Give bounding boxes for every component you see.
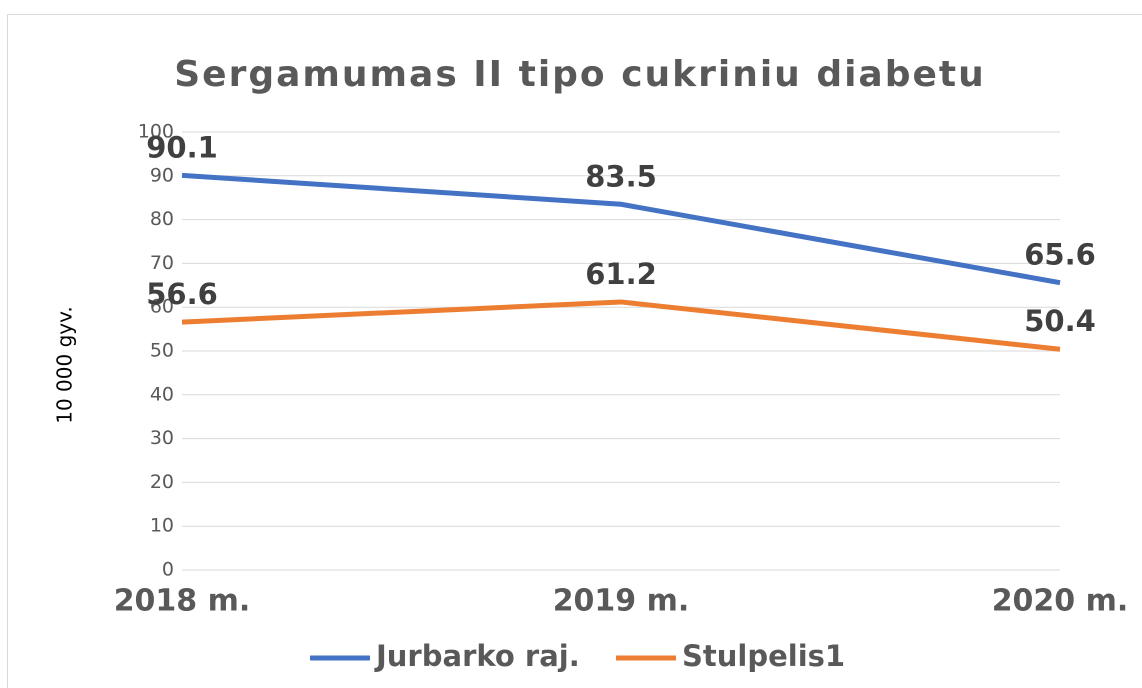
data-label: 56.6 — [146, 277, 218, 311]
y-axis-label: 10 000 gyv. — [53, 306, 77, 424]
data-label: 83.5 — [585, 159, 657, 193]
legend-label: Jurbarko raj. — [374, 639, 580, 673]
y-tick-label: 40 — [150, 383, 174, 405]
series-line — [181, 172, 1061, 286]
y-tick-label: 90 — [150, 164, 174, 186]
y-tick-label: 0 — [162, 559, 174, 581]
data-label: 90.1 — [146, 130, 218, 164]
y-tick-label: 50 — [150, 340, 174, 362]
y-tick-label: 20 — [150, 471, 174, 493]
y-tick-label: 80 — [150, 208, 174, 230]
y-tick-label: 70 — [150, 252, 174, 274]
x-tick-label: 2018 m. — [114, 584, 251, 619]
y-tick-label: 30 — [150, 427, 174, 449]
y-tick-label: 100 — [138, 121, 174, 143]
data-label: 65.6 — [1024, 238, 1096, 272]
data-label: 50.4 — [1024, 304, 1096, 338]
data-label: 61.2 — [585, 257, 657, 291]
legend-label: Stulpelis1 — [682, 639, 845, 673]
y-tick-label: 10 — [150, 515, 174, 537]
x-tick-label: 2019 m. — [553, 584, 690, 619]
x-tick-label: 2020 m. — [992, 584, 1129, 619]
chart-title: Sergamumas II tipo cukriniu diabetu — [174, 54, 986, 95]
series-line — [181, 299, 1061, 352]
y-tick-label: 60 — [150, 296, 174, 318]
